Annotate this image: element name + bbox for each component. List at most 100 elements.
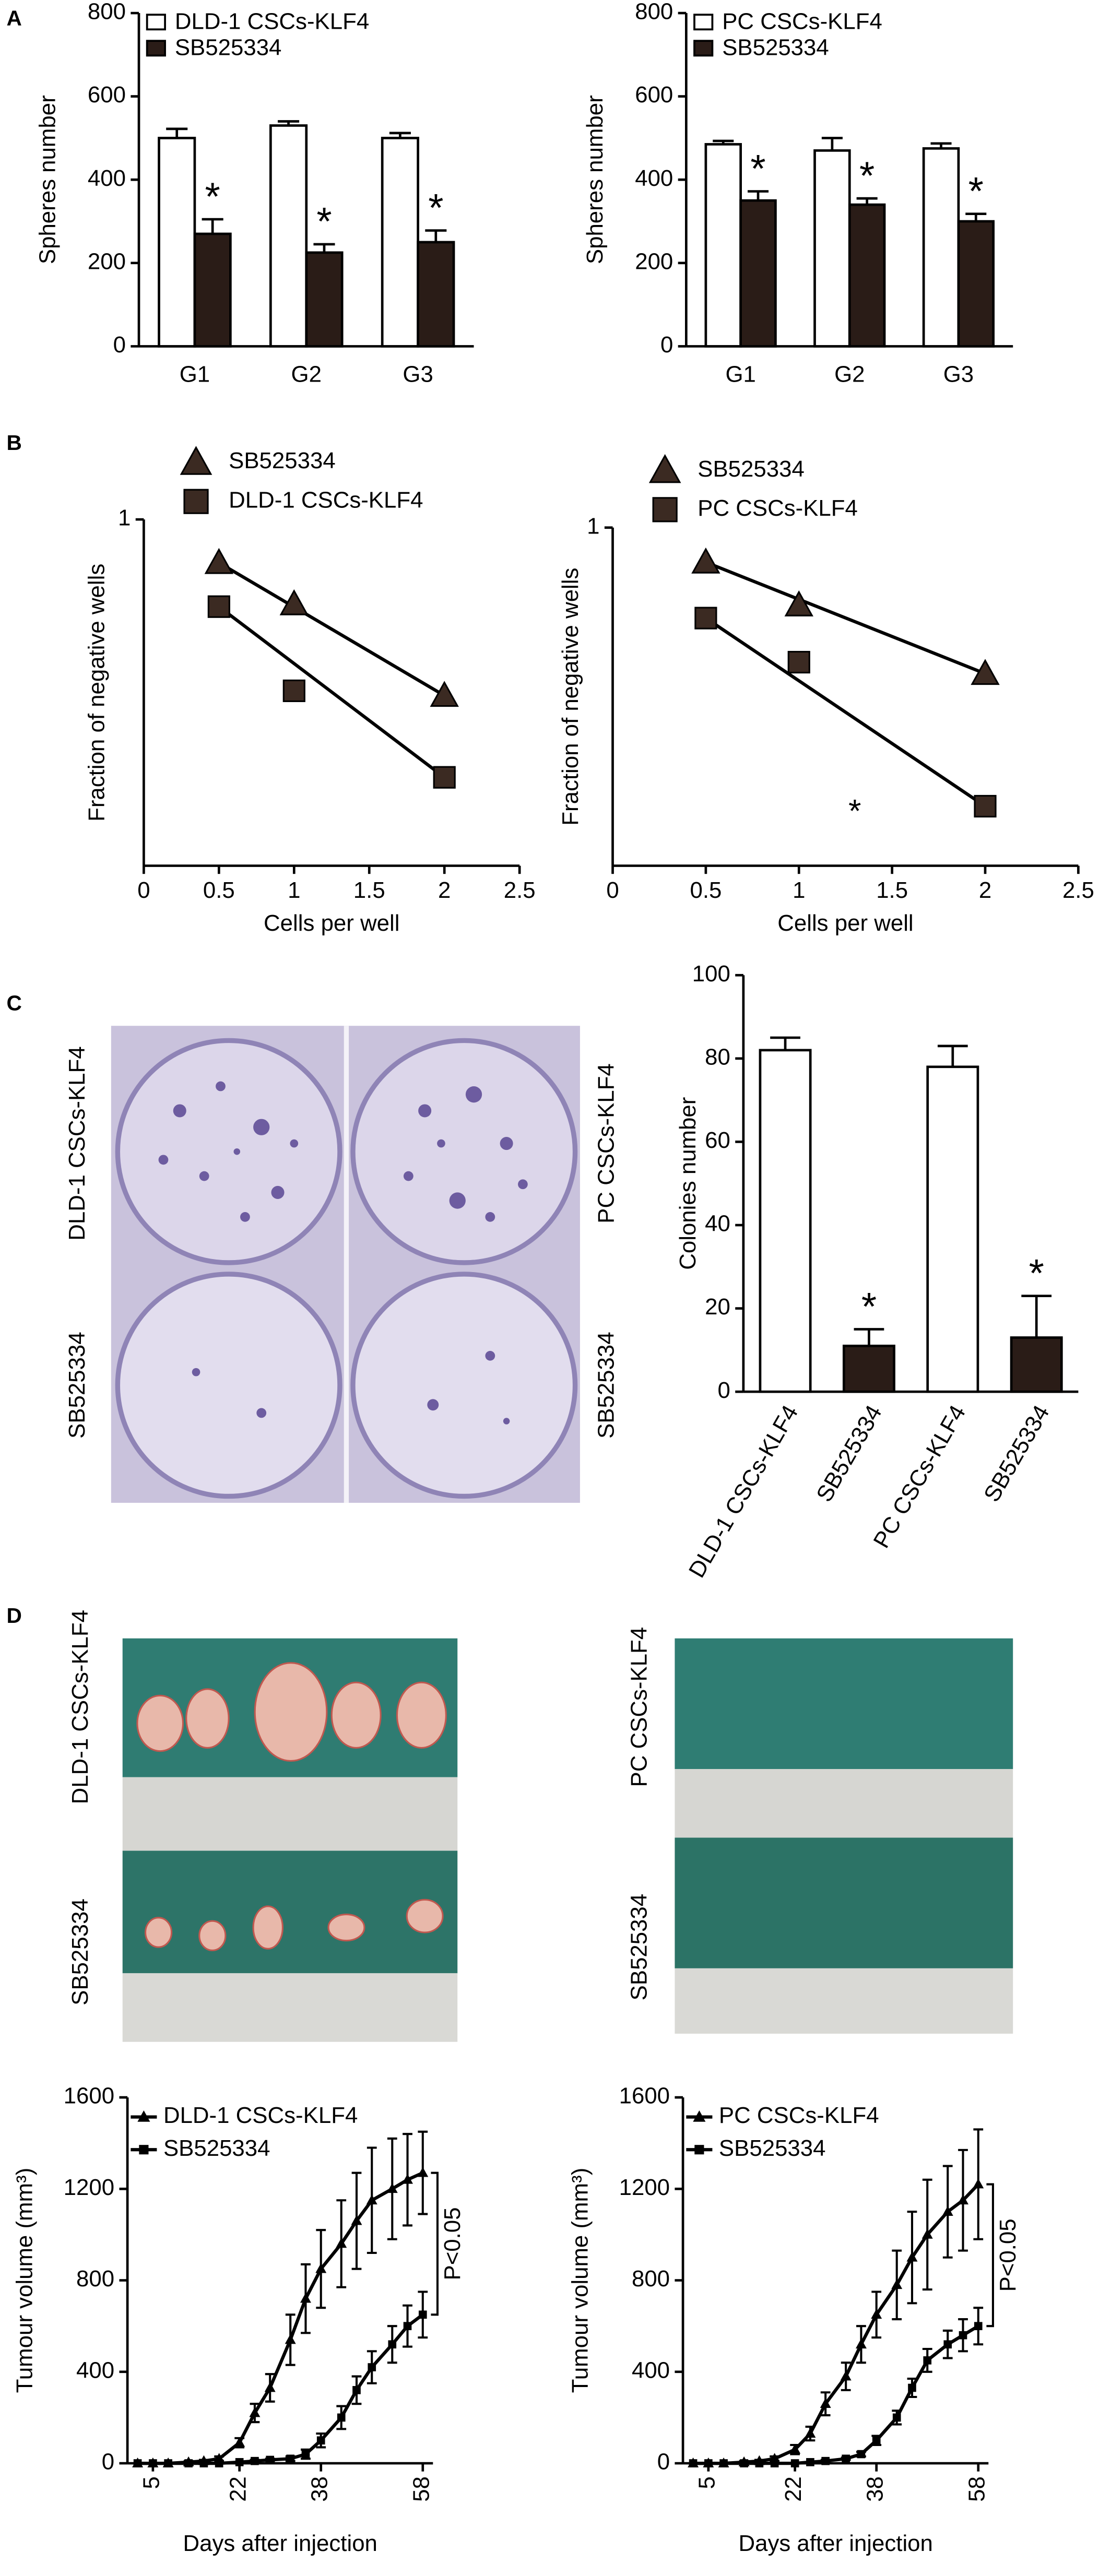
marker bbox=[279, 589, 309, 615]
marker bbox=[300, 2293, 311, 2303]
legend-label: PC CSCs-KLF4 bbox=[719, 2103, 879, 2128]
marker bbox=[974, 794, 997, 818]
y-axis-label: Fraction of negative wells bbox=[558, 568, 583, 826]
marker bbox=[691, 547, 720, 574]
legend-swatch bbox=[693, 14, 714, 31]
marker bbox=[787, 650, 810, 674]
fit-line bbox=[705, 616, 986, 808]
marker bbox=[855, 2338, 867, 2349]
p-bracket bbox=[431, 2171, 439, 2316]
y-axis-label: Colonies number bbox=[675, 1097, 701, 1270]
marker bbox=[789, 2443, 801, 2454]
x-axis-label: Days after injection bbox=[738, 2531, 932, 2556]
marker bbox=[770, 2459, 779, 2467]
p-bracket bbox=[986, 2183, 994, 2328]
legend-swatch bbox=[146, 14, 166, 31]
y-tick-label: 400 bbox=[76, 2357, 114, 2383]
y-axis-label: Fraction of negative wells bbox=[84, 564, 109, 822]
bar bbox=[813, 149, 851, 348]
marker bbox=[204, 548, 234, 574]
bar bbox=[957, 220, 995, 348]
marker bbox=[740, 2459, 748, 2467]
bar bbox=[158, 137, 196, 348]
photo-label: DLD-1 CSCs-KLF4 bbox=[67, 1610, 93, 1804]
marker bbox=[418, 2310, 427, 2319]
legend-swatch bbox=[693, 40, 714, 57]
y-tick-label: 800 bbox=[632, 2266, 670, 2292]
y-tick-label: 800 bbox=[76, 2266, 114, 2292]
marker bbox=[704, 2459, 713, 2467]
x-tick-label: 1.5 bbox=[876, 877, 908, 903]
x-tick-label: 5 bbox=[138, 2476, 164, 2489]
x-axis-label: Cells per well bbox=[264, 910, 399, 936]
y-tick-label: 0 bbox=[113, 332, 126, 358]
y-tick-label: 0 bbox=[660, 332, 673, 358]
marker bbox=[266, 2455, 275, 2464]
y-tick-label: 200 bbox=[635, 248, 673, 274]
panel-letter: B bbox=[7, 431, 22, 455]
legend-label: SB525334 bbox=[719, 2135, 826, 2161]
y-tick-label: 0 bbox=[717, 1378, 730, 1403]
significance-mark: * bbox=[848, 793, 861, 829]
fit-line bbox=[218, 561, 445, 697]
bar bbox=[193, 232, 232, 348]
x-tick-label: 0 bbox=[606, 877, 619, 903]
x-tick-label: G3 bbox=[403, 361, 433, 387]
panel-letter: C bbox=[7, 991, 22, 1015]
y-tick-label: 60 bbox=[705, 1127, 730, 1153]
marker bbox=[368, 2363, 376, 2371]
y-tick-label: 40 bbox=[705, 1211, 730, 1237]
marker bbox=[958, 2194, 968, 2205]
legend-label: SB525334 bbox=[229, 448, 336, 473]
series-line bbox=[693, 2324, 979, 2465]
panel-letter: D bbox=[7, 1604, 22, 1628]
marker bbox=[351, 2215, 362, 2225]
marker bbox=[184, 2459, 193, 2467]
marker bbox=[285, 2334, 296, 2344]
photo-label: SB525334 bbox=[64, 1332, 90, 1439]
marker bbox=[959, 2331, 967, 2340]
bar bbox=[381, 137, 419, 348]
photo-label: PC CSCs-KLF4 bbox=[594, 1063, 619, 1224]
legend-label: PC CSCs-KLF4 bbox=[722, 8, 882, 34]
y-tick-label: 800 bbox=[635, 0, 673, 25]
fit-line bbox=[705, 561, 986, 675]
plate-well bbox=[115, 1038, 342, 1265]
marker bbox=[352, 2386, 361, 2394]
plate-photo bbox=[111, 1026, 580, 1503]
x-tick-label: 22 bbox=[225, 2476, 251, 2502]
legend-marker bbox=[183, 489, 209, 514]
y-tick-label: 400 bbox=[635, 165, 673, 191]
significance-mark: * bbox=[861, 1285, 877, 1328]
legend-label: SB525334 bbox=[722, 34, 829, 60]
marker bbox=[433, 766, 456, 789]
y-axis-label: Spheres number bbox=[582, 95, 608, 264]
x-tick-label: G2 bbox=[291, 361, 322, 387]
marker bbox=[133, 2459, 142, 2467]
y-tick-label: 400 bbox=[88, 165, 126, 191]
marker bbox=[820, 2398, 831, 2408]
x-tick-label: SB525334 bbox=[811, 1401, 887, 1506]
marker bbox=[857, 2450, 866, 2459]
marker bbox=[719, 2459, 728, 2467]
bar bbox=[926, 1065, 979, 1393]
y-tick-label: 80 bbox=[705, 1044, 730, 1070]
marker bbox=[315, 2263, 327, 2273]
significance-mark: * bbox=[1029, 1251, 1044, 1295]
plate-well bbox=[350, 1272, 578, 1499]
significance-mark: * bbox=[428, 186, 443, 230]
x-tick-label: 0.5 bbox=[203, 877, 235, 903]
plate-well bbox=[115, 1272, 342, 1499]
legend-marker bbox=[652, 497, 678, 523]
marker bbox=[388, 2340, 397, 2349]
marker bbox=[417, 2167, 429, 2177]
legend-label: SB525334 bbox=[163, 2135, 270, 2161]
legend-marker bbox=[139, 2145, 149, 2155]
marker bbox=[251, 2456, 259, 2465]
marker bbox=[336, 2238, 347, 2248]
marker bbox=[840, 2370, 852, 2381]
marker bbox=[403, 2322, 412, 2331]
y-tick-label: 600 bbox=[88, 82, 126, 108]
legend-label: SB525334 bbox=[175, 34, 282, 60]
marker bbox=[974, 2322, 983, 2331]
